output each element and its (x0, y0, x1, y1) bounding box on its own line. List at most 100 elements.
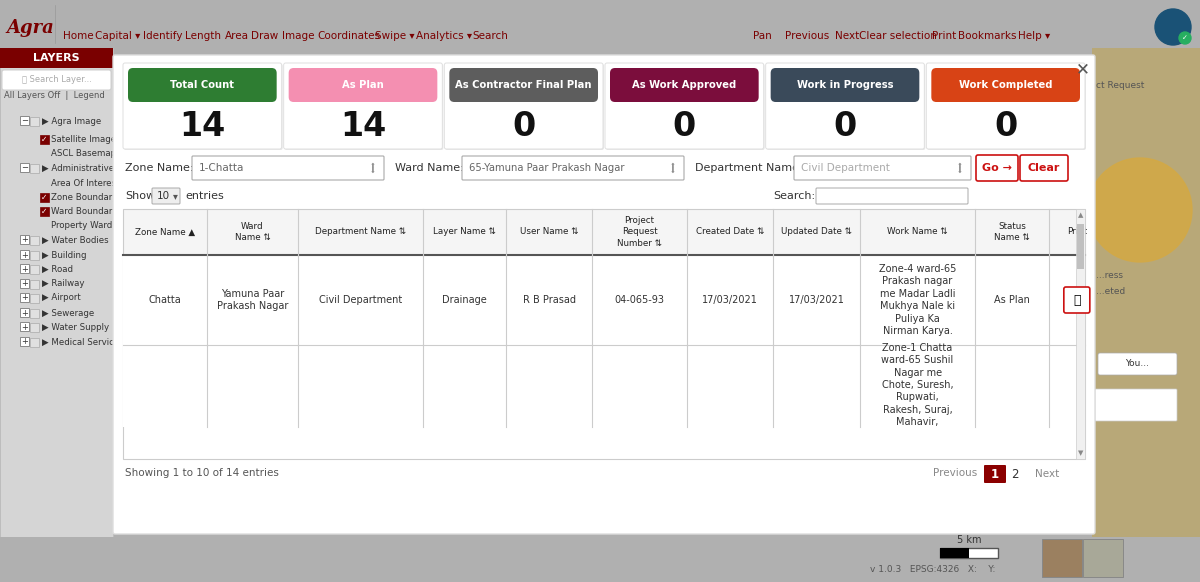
Text: LAYERS: LAYERS (34, 53, 80, 63)
Text: ✦: ✦ (1078, 488, 1088, 501)
Text: Drainage: Drainage (442, 295, 487, 305)
Bar (20, 163, 29, 172)
FancyBboxPatch shape (606, 64, 764, 150)
Text: entries: entries (185, 191, 223, 201)
FancyBboxPatch shape (124, 63, 282, 149)
Bar (40, 193, 49, 201)
FancyBboxPatch shape (1064, 287, 1090, 313)
Text: Department Name:: Department Name: (695, 163, 803, 173)
Text: Previous: Previous (785, 31, 829, 41)
FancyBboxPatch shape (2, 70, 112, 90)
FancyBboxPatch shape (1096, 389, 1177, 421)
Text: ...eted: ...eted (1096, 286, 1126, 296)
Text: ...ress: ...ress (1096, 271, 1123, 279)
Text: Yamuna Paar
Prakash Nagar: Yamuna Paar Prakash Nagar (217, 289, 288, 311)
Text: 65-Yamuna Paar Prakash Nagar: 65-Yamuna Paar Prakash Nagar (469, 163, 624, 173)
FancyBboxPatch shape (794, 156, 971, 180)
Text: As Contractor Final Plan: As Contractor Final Plan (456, 80, 592, 90)
Text: ✕: ✕ (1076, 60, 1090, 78)
Bar (124, 209, 1085, 255)
Text: Chatta: Chatta (149, 295, 181, 305)
FancyBboxPatch shape (124, 64, 283, 150)
Text: 2: 2 (1012, 467, 1019, 481)
Bar (40, 207, 49, 215)
Text: Zone-4 ward-65
Prakash nagar
me Madar Ladli
Mukhya Nale ki
Puliya Ka
Nirman Kary: Zone-4 ward-65 Prakash nagar me Madar La… (878, 264, 956, 336)
Text: ✓: ✓ (41, 207, 48, 215)
Text: Bookmarks: Bookmarks (958, 31, 1016, 41)
Bar (30, 116, 38, 126)
Text: Agra: Agra (6, 19, 54, 37)
Text: Print: Print (932, 31, 956, 41)
Text: Zone Name ▲: Zone Name ▲ (134, 228, 194, 236)
Text: Search: Search (472, 31, 508, 41)
Text: Capital ▾: Capital ▾ (95, 31, 140, 41)
Text: 5 km: 5 km (956, 535, 982, 545)
Text: Work in Progress: Work in Progress (797, 80, 893, 90)
Text: ▶ Sewerage: ▶ Sewerage (42, 308, 95, 318)
Bar (30, 164, 38, 172)
Circle shape (1072, 455, 1094, 477)
Text: 🔍 Search Layer...: 🔍 Search Layer... (22, 76, 91, 84)
Bar (0, 48, 113, 68)
FancyBboxPatch shape (605, 63, 763, 149)
FancyBboxPatch shape (984, 465, 1006, 483)
Bar (30, 264, 38, 274)
Text: ▶ Railway: ▶ Railway (42, 279, 84, 289)
Bar (940, 548, 998, 558)
Text: ✓: ✓ (41, 134, 48, 144)
FancyBboxPatch shape (766, 63, 924, 149)
Bar (940, 548, 970, 558)
FancyBboxPatch shape (976, 155, 1018, 181)
Bar (124, 209, 1085, 459)
Bar (1092, 48, 1200, 538)
Text: Pan: Pan (752, 31, 772, 41)
Bar (20, 337, 29, 346)
FancyBboxPatch shape (289, 68, 437, 102)
Bar (30, 338, 38, 346)
Bar (30, 236, 38, 244)
Bar (30, 308, 38, 318)
Text: +: + (22, 322, 28, 332)
Bar (1042, 539, 1082, 577)
Bar (40, 134, 49, 144)
Text: +: + (22, 236, 28, 244)
Text: Swipe ▾: Swipe ▾ (376, 31, 415, 41)
Text: 0: 0 (994, 111, 1018, 144)
FancyBboxPatch shape (931, 68, 1080, 102)
Text: −: − (22, 116, 28, 126)
Bar (20, 279, 29, 288)
Text: +: + (22, 250, 28, 260)
Text: Showing 1 to 10 of 14 entries: Showing 1 to 10 of 14 entries (125, 468, 278, 478)
FancyBboxPatch shape (449, 68, 598, 102)
Bar (30, 322, 38, 332)
Text: Go →: Go → (982, 163, 1012, 173)
Text: ▶ Medical Services: ▶ Medical Services (42, 338, 124, 346)
FancyBboxPatch shape (192, 156, 384, 180)
Text: 14: 14 (340, 111, 386, 144)
Text: ASCL Basemap: ASCL Basemap (50, 148, 116, 158)
Text: Zone Name:: Zone Name: (125, 163, 193, 173)
Text: 🖨: 🖨 (1073, 293, 1080, 307)
Text: +: + (22, 338, 28, 346)
Text: 1-Chatta: 1-Chatta (199, 163, 245, 173)
Circle shape (1178, 32, 1190, 44)
Text: v 1.0.3   EPSG:4326   X:    Y:: v 1.0.3 EPSG:4326 X: Y: (870, 566, 995, 574)
Text: 04-065-93: 04-065-93 (614, 295, 665, 305)
Text: 0: 0 (673, 111, 696, 144)
Text: ct Request: ct Request (1096, 80, 1145, 90)
Circle shape (1154, 9, 1190, 45)
Circle shape (1072, 483, 1094, 505)
Text: ⬆
⬇: ⬆ ⬇ (958, 162, 962, 173)
Text: 14: 14 (179, 111, 226, 144)
Text: Identify: Identify (143, 31, 182, 41)
FancyBboxPatch shape (445, 64, 604, 150)
Bar (30, 293, 38, 303)
Text: ▾: ▾ (173, 191, 178, 201)
FancyBboxPatch shape (770, 68, 919, 102)
Text: Search:: Search: (773, 191, 815, 201)
FancyBboxPatch shape (283, 63, 443, 149)
Text: Clear: Clear (1028, 163, 1060, 173)
Text: +: + (22, 293, 28, 303)
Text: Created Date ⇅: Created Date ⇅ (696, 228, 764, 236)
Bar (0, 0, 1200, 48)
